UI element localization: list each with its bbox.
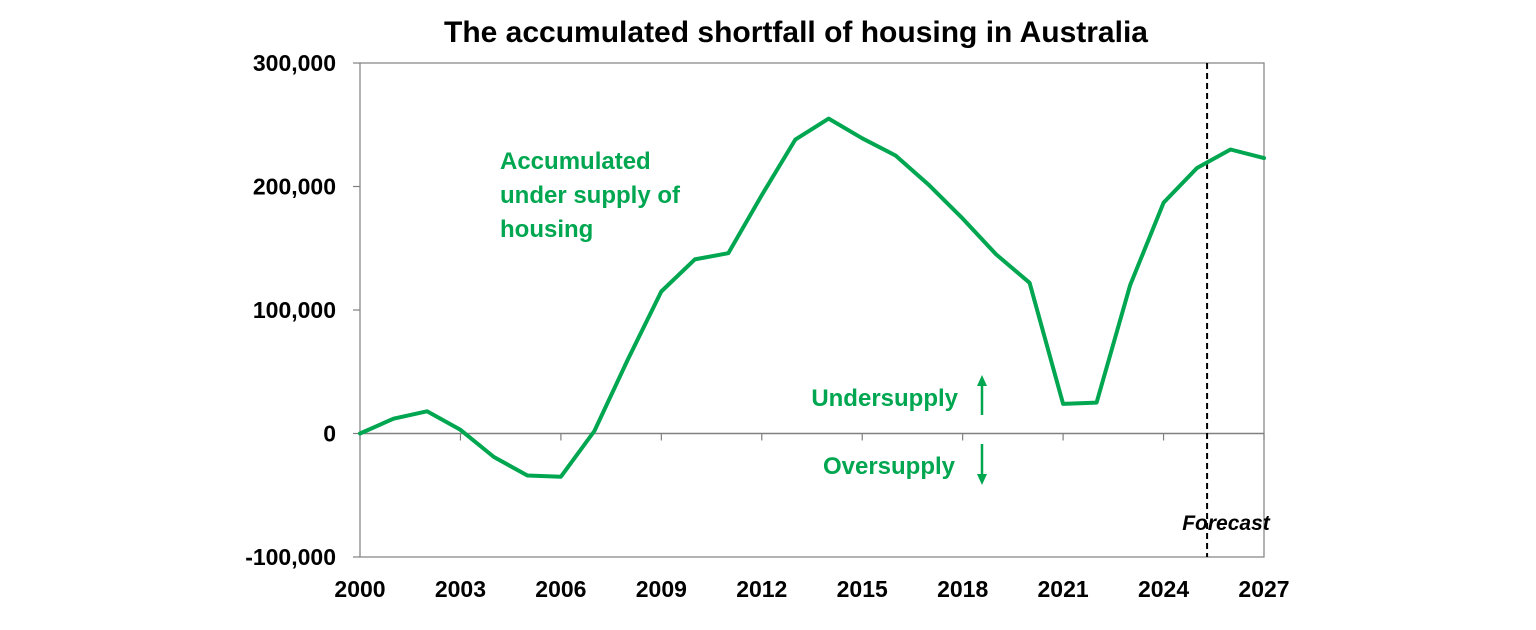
down-arrow-head (977, 474, 987, 485)
x-tick-label: 2021 (1038, 576, 1089, 602)
series-label-line-1: Accumulated (500, 148, 651, 175)
y-tick-label: 100,000 (253, 297, 336, 323)
x-tick-label: 2015 (837, 576, 888, 602)
y-tick-label: 0 (323, 421, 336, 447)
oversupply-label: Oversupply (823, 453, 956, 480)
undersupply-label: Undersupply (811, 385, 958, 412)
x-tick-label: 2009 (636, 576, 687, 602)
up-arrow-head (977, 375, 987, 386)
y-tick-label: -100,000 (245, 544, 336, 570)
chart-title: The accumulated shortfall of housing in … (444, 16, 1148, 49)
x-tick-label: 2024 (1138, 576, 1189, 602)
x-tick-label: 2018 (937, 576, 988, 602)
series-label-line-3: housing (500, 216, 593, 243)
y-tick-label: 200,000 (253, 174, 336, 200)
x-tick-labels: 2000 2003 2006 2009 2012 2015 2018 2021 2024 2027 (334, 576, 1289, 602)
x-tick-label: 2000 (334, 576, 385, 602)
x-tick-label: 2027 (1238, 576, 1289, 602)
plot-border (359, 62, 1265, 558)
forecast-label: Forecast (1182, 512, 1271, 535)
y-tick-label: 300,000 (253, 50, 336, 76)
series-line (358, 116, 1266, 479)
axes (353, 62, 1265, 558)
plot-frame (359, 62, 1265, 558)
series-label-line-2: under supply of (500, 182, 681, 209)
y-tick-labels: -100,000 0 100,000 200,000 300,000 (245, 50, 336, 570)
annotations: Accumulated under supply of housing Unde… (500, 148, 1271, 535)
x-tick-label: 2006 (535, 576, 586, 602)
series-lines (358, 116, 1266, 479)
x-tick-label: 2012 (736, 576, 787, 602)
x-tick-label: 2003 (435, 576, 486, 602)
